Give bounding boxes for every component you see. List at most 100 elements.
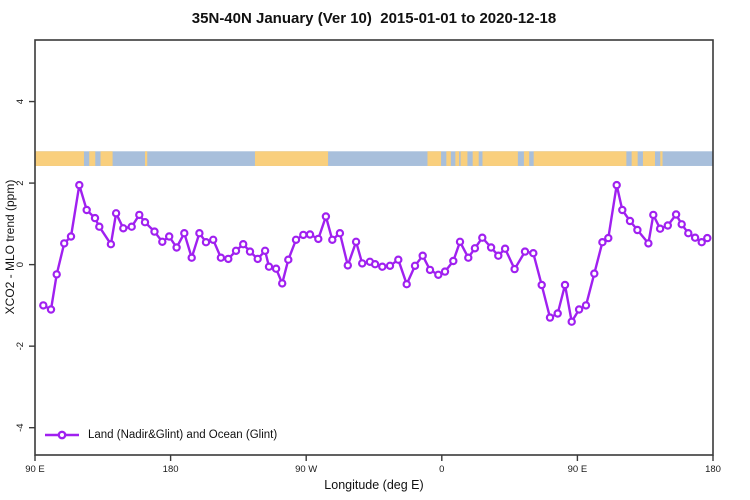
- data-point: [164, 232, 174, 241]
- data-point: [351, 237, 361, 246]
- data-point: [208, 235, 218, 244]
- data-point: [633, 225, 642, 235]
- data-point: [180, 228, 189, 238]
- y-tick-label: -2: [15, 342, 26, 350]
- data-point: [260, 246, 270, 255]
- data-point: [328, 235, 337, 244]
- data-point: [529, 248, 538, 258]
- map-strip-land-segment: [254, 151, 329, 166]
- x-tick-label: 90 E: [568, 464, 588, 475]
- y-tick-label: 2: [15, 180, 26, 185]
- data-point: [158, 237, 167, 246]
- data-point: [574, 305, 584, 314]
- data-point: [216, 253, 226, 262]
- data-point: [500, 244, 510, 253]
- data-point: [284, 255, 293, 264]
- data-point: [494, 251, 503, 260]
- data-point: [690, 233, 700, 242]
- map-strip-land-segment: [533, 151, 627, 166]
- data-point: [625, 216, 635, 226]
- x-tick-label: 180: [163, 464, 179, 475]
- data-point: [305, 230, 315, 239]
- data-point: [649, 210, 658, 220]
- data-point: [187, 253, 196, 262]
- data-point: [95, 222, 104, 231]
- data-point: [66, 232, 76, 241]
- data-point: [394, 255, 403, 264]
- map-strip-land-segment: [100, 151, 113, 166]
- data-point: [612, 180, 621, 190]
- data-point: [321, 212, 331, 221]
- data-point: [370, 260, 380, 269]
- data-point: [195, 228, 204, 238]
- data-point: [140, 217, 150, 227]
- data-point: [434, 270, 443, 279]
- data-point: [39, 301, 48, 310]
- data-point: [52, 270, 61, 279]
- data-point: [537, 280, 546, 290]
- map-strip-land-segment: [35, 151, 84, 166]
- map-strip-land-segment: [523, 151, 530, 166]
- data-point: [224, 254, 233, 264]
- data-point: [455, 237, 465, 246]
- map-strip-land-segment: [89, 151, 96, 166]
- data-point: [299, 230, 308, 240]
- legend-marker-icon: [45, 430, 79, 440]
- x-tick-label: 90 W: [295, 464, 317, 475]
- data-point: [343, 261, 352, 270]
- data-point: [75, 180, 84, 190]
- data-point: [119, 224, 128, 233]
- data-point: [449, 256, 458, 266]
- x-tick-label: 0: [439, 464, 444, 475]
- data-point: [335, 228, 345, 238]
- data-point: [440, 267, 450, 276]
- data-point: [385, 261, 395, 270]
- data-point: [510, 264, 519, 274]
- data-point: [663, 221, 673, 230]
- legend: Land (Nadir&Glint) and Ocean (Glint): [44, 429, 277, 441]
- data-point: [545, 313, 555, 322]
- data-point: [127, 222, 136, 231]
- data-point: [245, 247, 255, 256]
- data-point: [677, 220, 686, 229]
- data-point: [314, 234, 323, 244]
- map-strip-land-segment: [427, 151, 442, 166]
- y-tick-label: 0: [15, 262, 26, 267]
- data-point: [82, 205, 91, 215]
- data-point: [111, 209, 121, 218]
- data-point: [402, 280, 411, 289]
- data-point: [150, 227, 159, 236]
- y-tick-label: -4: [15, 423, 26, 431]
- data-point: [106, 239, 116, 249]
- data-point: [271, 264, 281, 273]
- data-point: [201, 237, 211, 247]
- plot-border: [34, 39, 714, 456]
- data-point: [470, 244, 480, 253]
- map-strip-land-segment: [642, 151, 655, 166]
- y-axis-label: XCO2 - MLO trend (ppm): [3, 179, 17, 315]
- data-point: [581, 301, 591, 310]
- data-point: [655, 224, 665, 233]
- data-point: [644, 239, 653, 248]
- data-point: [172, 243, 181, 252]
- map-strip-land-segment: [482, 151, 518, 166]
- data-point: [253, 254, 262, 264]
- data-point: [590, 269, 599, 278]
- data-point: [618, 205, 627, 215]
- data-point: [671, 210, 681, 219]
- data-point: [231, 246, 241, 255]
- data-point: [567, 317, 576, 326]
- map-strip-land-segment: [631, 151, 638, 166]
- data-point: [486, 243, 496, 252]
- data-point: [560, 280, 570, 290]
- data-point: [418, 251, 427, 260]
- data-point: [604, 233, 613, 243]
- data-point: [264, 262, 274, 271]
- data-point: [425, 265, 435, 275]
- data-point: [703, 233, 712, 243]
- x-tick-label: 90 E: [25, 464, 45, 475]
- data-point: [291, 235, 301, 244]
- data-point: [238, 239, 248, 249]
